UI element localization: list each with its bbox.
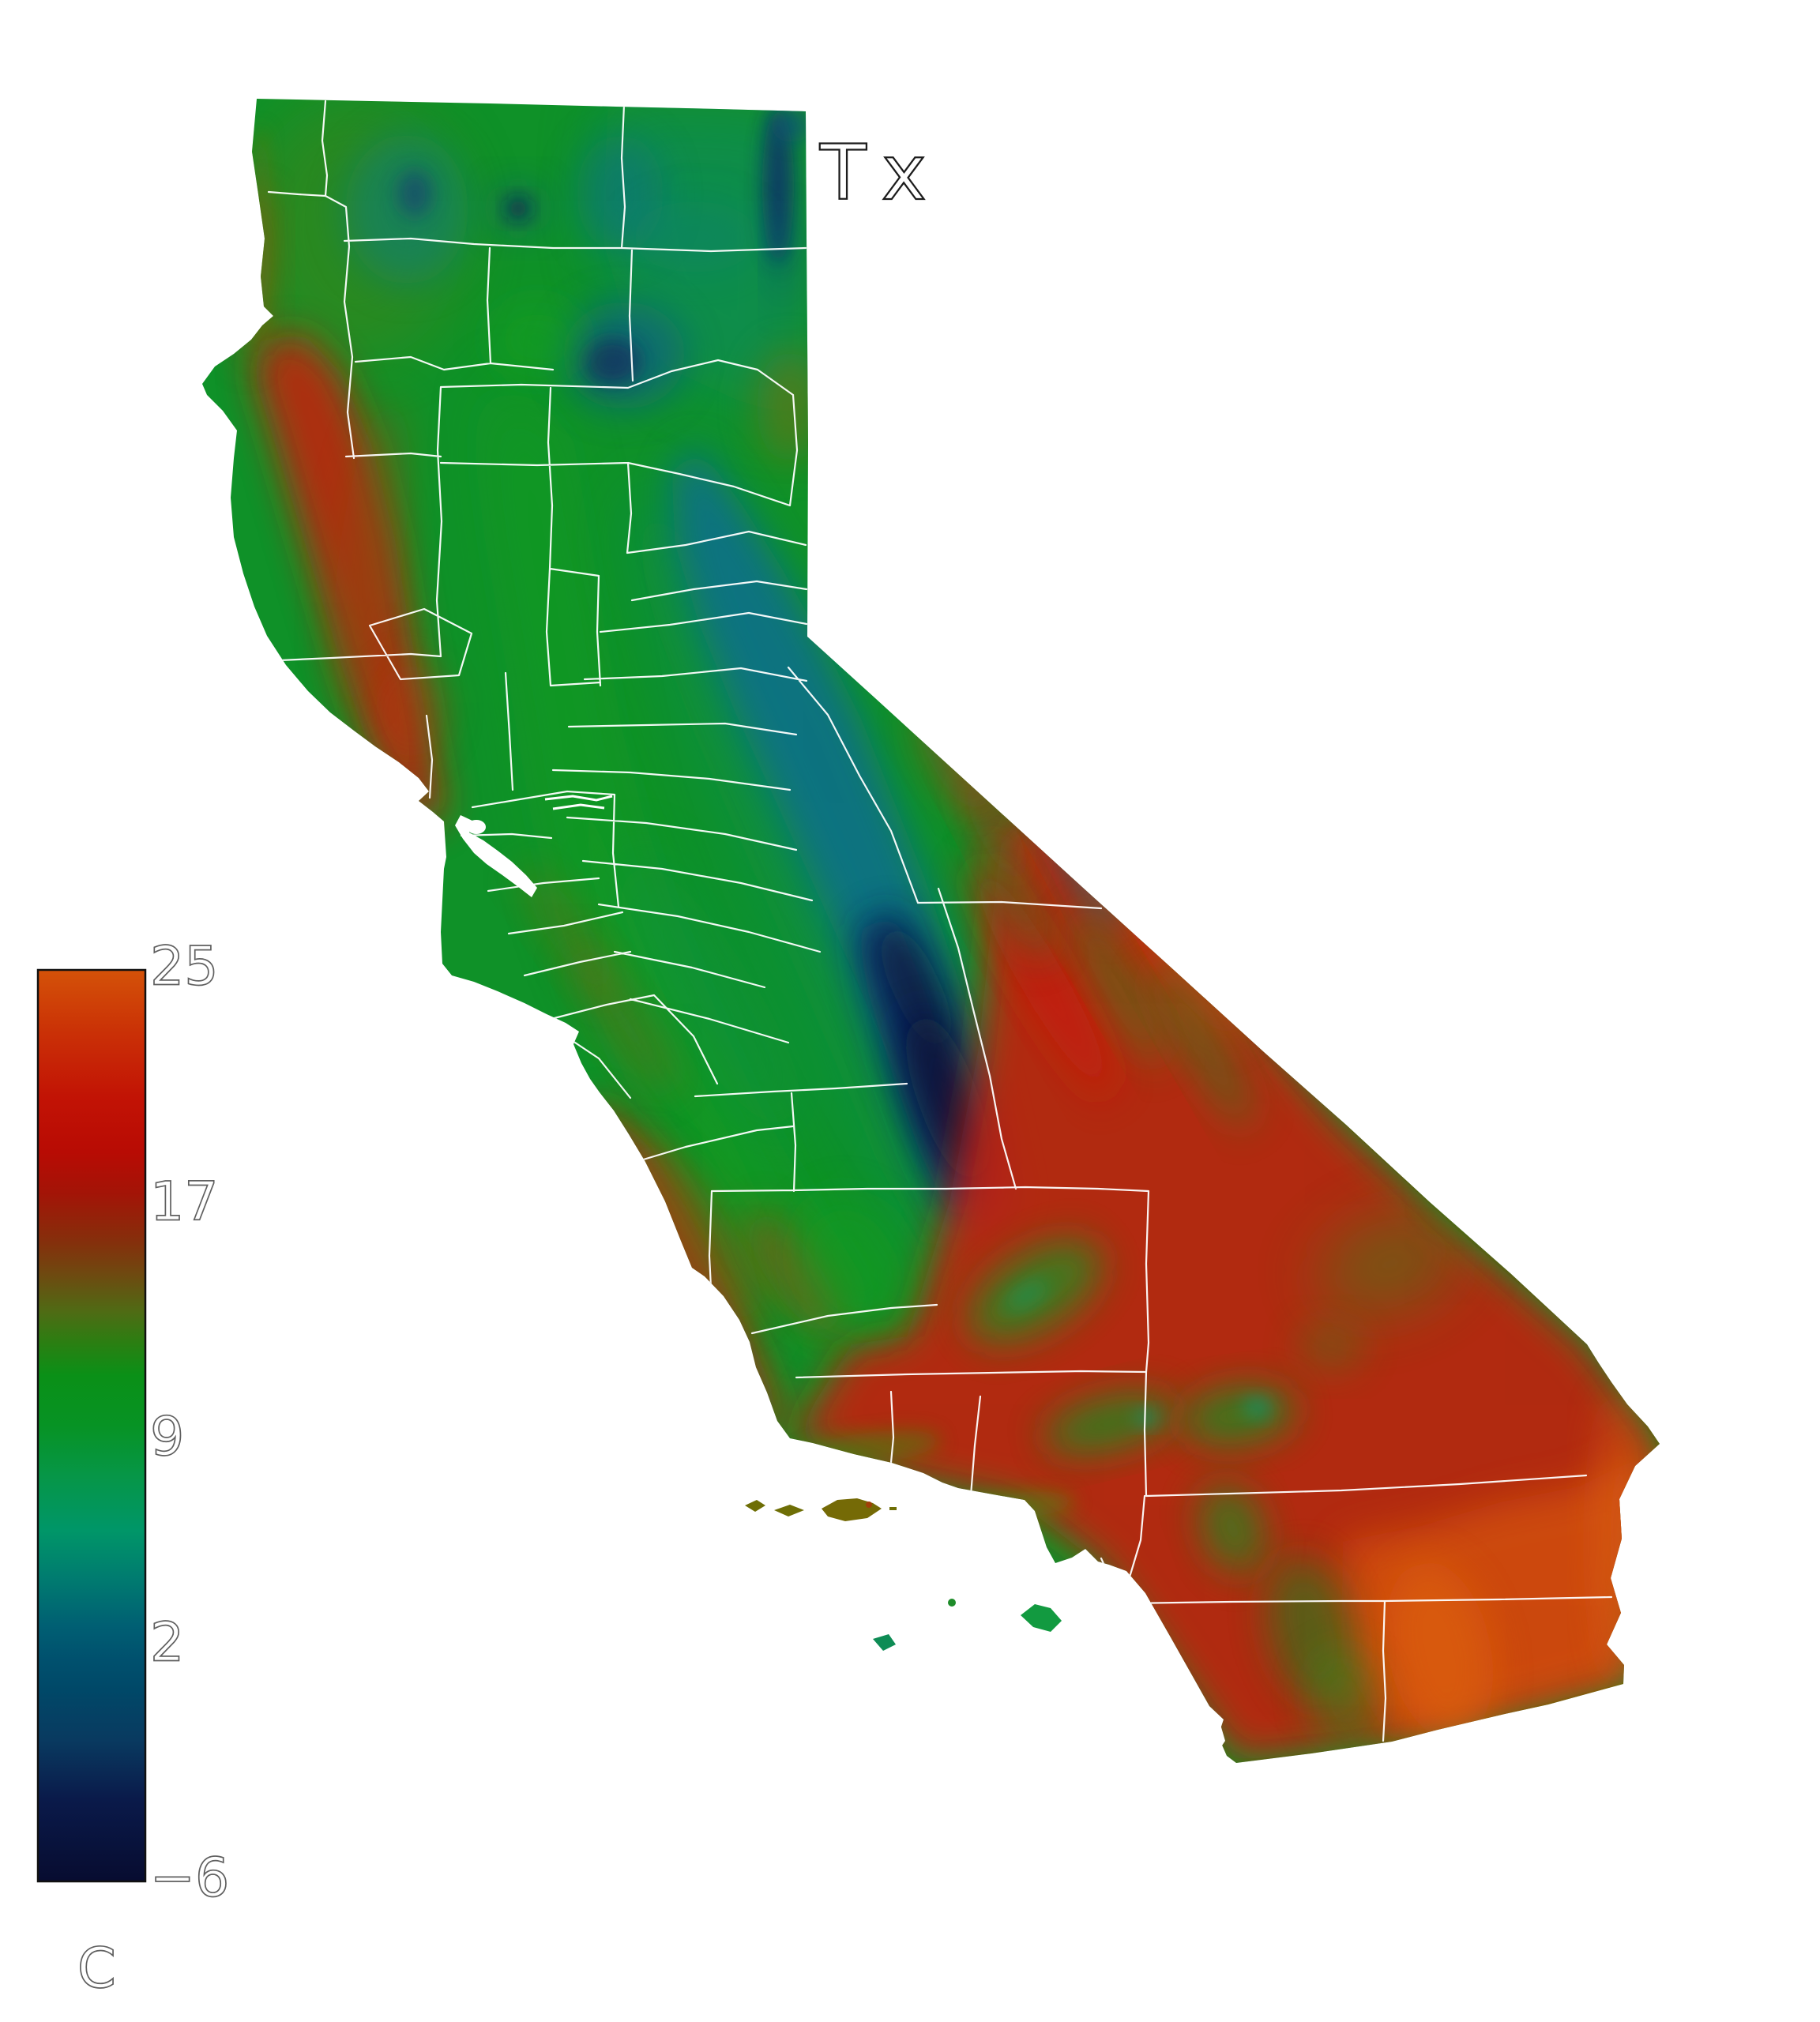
santa-cruz-island [822,1498,882,1521]
colorbar-legend: 25 17 9 2 −6 C [36,935,230,2001]
california-map [202,99,1660,1763]
san-diego-bay [1207,1704,1225,1755]
colorbar-unit-label: C [77,1936,116,2001]
santa-rosa-island [774,1505,804,1516]
colorbar-tick-label: 25 [150,936,219,998]
santa-catalina-island [1021,1604,1062,1632]
san-clemente-island [873,1634,896,1651]
san-francisco-bay [455,815,537,897]
colorbar-tick-label: 2 [150,1612,184,1674]
santa-barbara-island [948,1599,956,1607]
map-title: Tx [819,129,942,217]
san-pablo-bay [467,820,486,834]
colorbar-tick-label: 9 [150,1406,184,1468]
san-miguel-island [745,1500,765,1512]
santa-cruz-island-peak [866,1501,872,1508]
delta-channels [544,795,613,810]
county-boundaries [243,100,1613,1742]
anacapa-island [889,1507,897,1510]
water-bodies [261,308,1225,1755]
colorbar-tick-label: 17 [150,1171,219,1233]
colorbar-gradient [36,968,147,1883]
humboldt-bay [261,308,270,322]
colorbar-tick-label: −6 [150,1847,229,1910]
channel-islands [745,1498,1062,1651]
